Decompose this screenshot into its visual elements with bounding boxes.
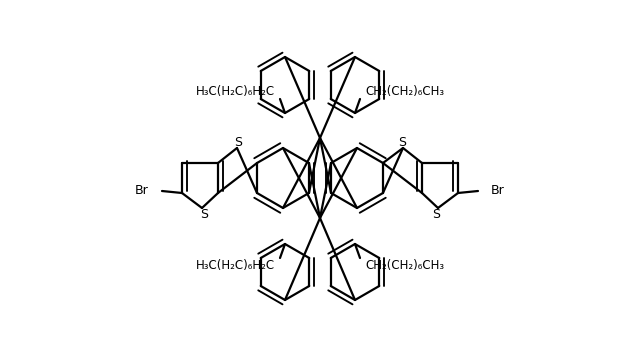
Text: Br: Br [135,184,149,197]
Text: S: S [200,208,208,222]
Text: H₃C(H₂C)₆H₂C: H₃C(H₂C)₆H₂C [196,85,275,98]
Text: CH₂(CH₂)₆CH₃: CH₂(CH₂)₆CH₃ [365,260,444,272]
Text: S: S [432,208,440,222]
Text: H₃C(H₂C)₆H₂C: H₃C(H₂C)₆H₂C [196,260,275,272]
Text: S: S [234,136,242,149]
Text: S: S [398,136,406,149]
Text: Br: Br [491,184,505,197]
Text: CH₂(CH₂)₆CH₃: CH₂(CH₂)₆CH₃ [365,85,444,98]
